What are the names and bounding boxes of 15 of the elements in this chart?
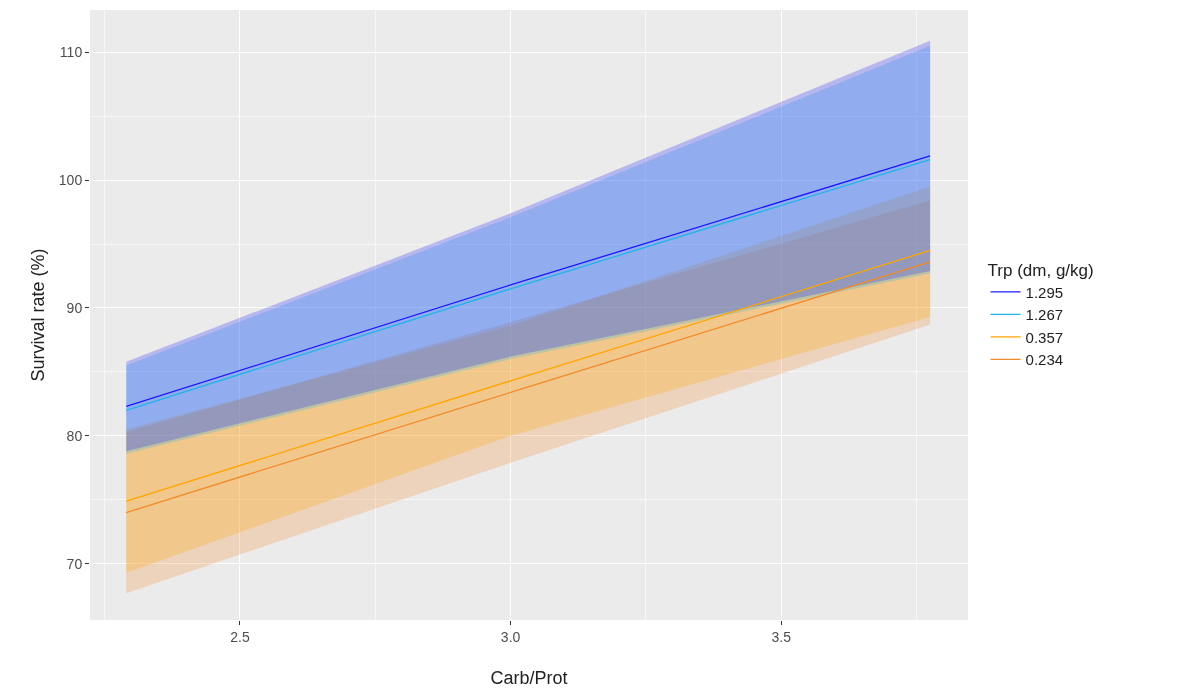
x-tick-label: 3.0 xyxy=(500,628,521,645)
x-tick-label: 3.5 xyxy=(771,628,792,645)
y-axis-title: Survival rate (%) xyxy=(28,248,48,382)
y-tick-label: 110 xyxy=(59,44,83,61)
legend-label: 0.357 xyxy=(1025,328,1064,346)
y-tick-label: 80 xyxy=(66,427,83,444)
y-tick-label: 100 xyxy=(58,171,83,188)
y-tick-label: 70 xyxy=(66,555,83,572)
legend-title: Trp (dm, g/kg) xyxy=(987,260,1094,280)
legend-label: 1.295 xyxy=(1025,283,1064,301)
x-tick-label: 2.5 xyxy=(230,628,250,645)
x-axis-title: Carb/Prot xyxy=(490,668,568,688)
y-tick-label: 90 xyxy=(66,299,83,316)
legend-label: 0.234 xyxy=(1025,351,1064,369)
legend-label: 1.267 xyxy=(1025,306,1064,324)
